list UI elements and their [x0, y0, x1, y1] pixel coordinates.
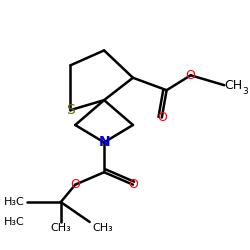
Text: O: O — [128, 178, 138, 191]
Text: CH₃: CH₃ — [92, 223, 113, 233]
Text: O: O — [186, 69, 196, 82]
Text: S: S — [66, 103, 75, 117]
Text: O: O — [70, 178, 80, 191]
Text: H₃C: H₃C — [4, 197, 25, 207]
Text: N: N — [98, 136, 110, 149]
Text: O: O — [157, 111, 167, 124]
Text: CH: CH — [224, 79, 242, 92]
Text: 3: 3 — [242, 87, 248, 96]
Text: CH₃: CH₃ — [50, 223, 71, 233]
Text: H₃C: H₃C — [4, 217, 25, 227]
